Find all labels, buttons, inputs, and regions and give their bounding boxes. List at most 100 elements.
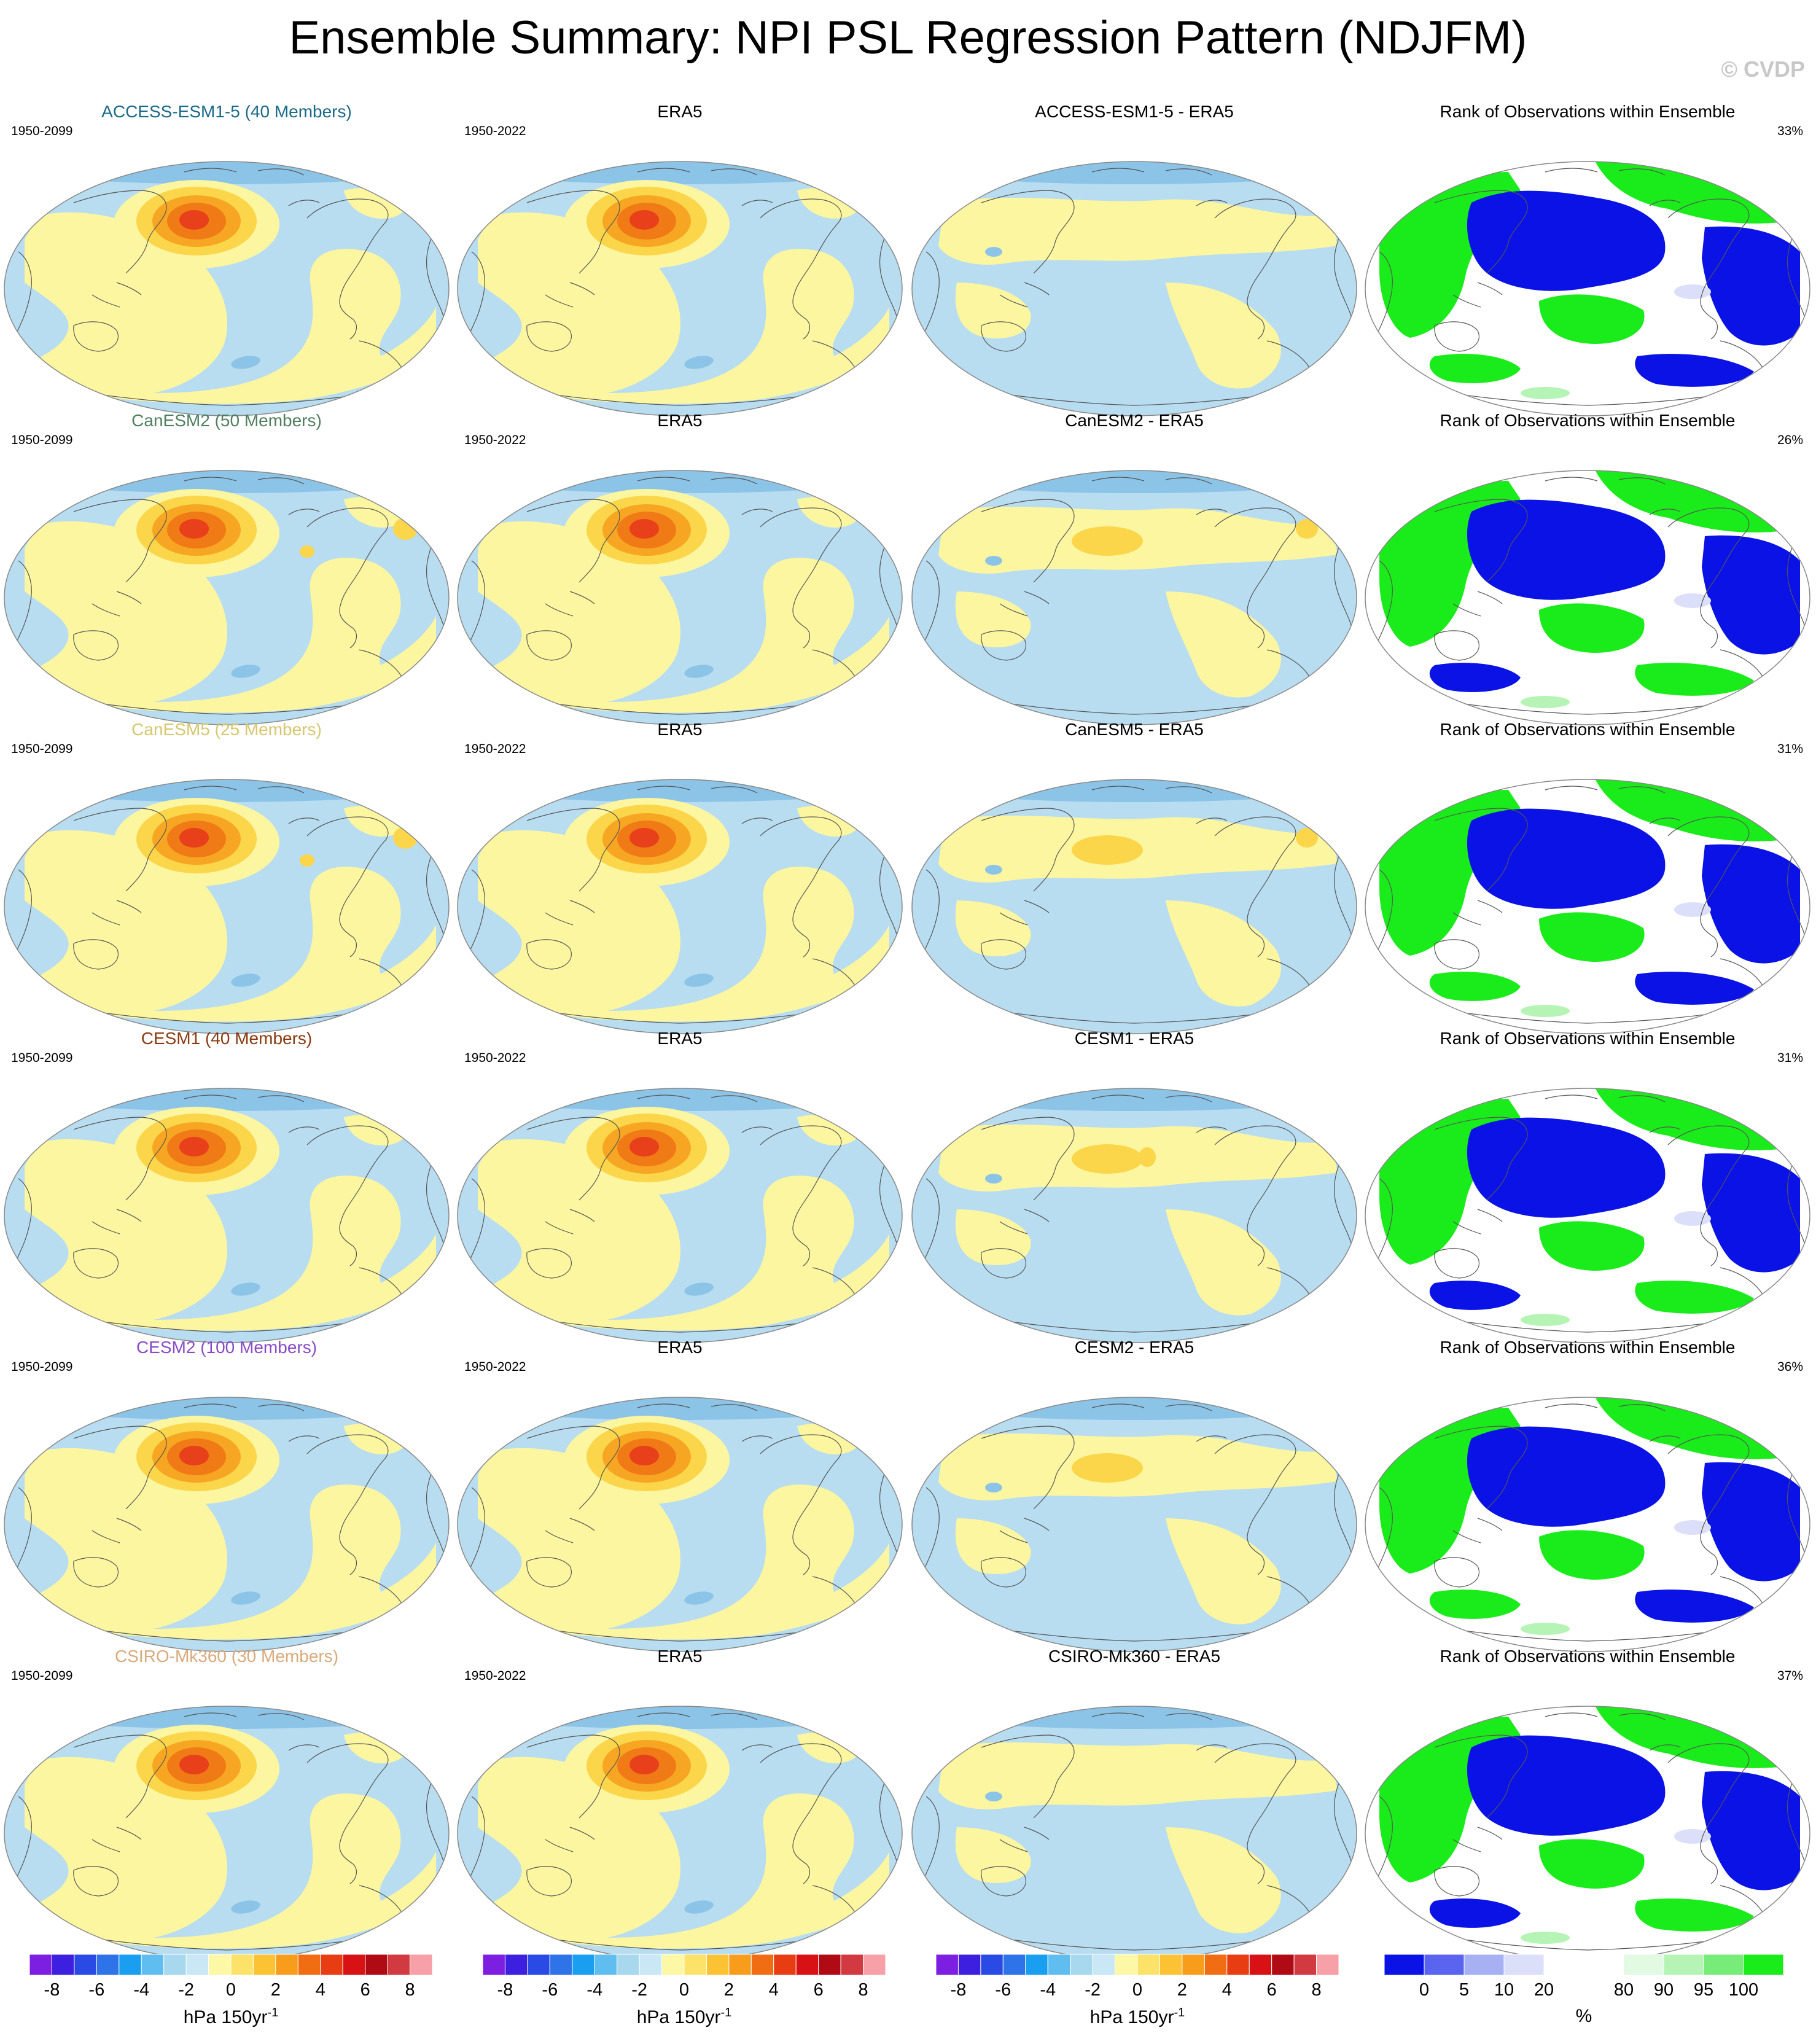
obs-panel: ERA5 1950-2022 bbox=[453, 407, 906, 725]
colorbar-swatch bbox=[1115, 1954, 1138, 1976]
colorbar-swatch bbox=[750, 1954, 774, 1976]
globe-map bbox=[4, 470, 450, 725]
panel-title: ACCESS-ESM1-5 - ERA5 bbox=[1035, 102, 1234, 121]
colorbar-tick-label: 20 bbox=[1533, 1980, 1554, 2000]
colorbar-tick-label: 2 bbox=[723, 1980, 734, 2000]
diff-panel: CESM1 - ERA5 bbox=[908, 1025, 1361, 1343]
panel-title: ACCESS-ESM1-5 (40 Members) bbox=[101, 102, 352, 121]
obs-panel: ERA5 1950-2022 bbox=[453, 1334, 906, 1652]
colorbar-swatch bbox=[1316, 1954, 1339, 1976]
model-panel: CESM1 (40 Members) 1950-2099 bbox=[0, 1025, 453, 1343]
diff-panel: CanESM5 - ERA5 bbox=[908, 716, 1361, 1034]
globe-map bbox=[911, 1088, 1357, 1343]
period-label: 1950-2022 bbox=[464, 1051, 526, 1065]
colorbar-swatch bbox=[1070, 1954, 1093, 1976]
colorbar-tick-label: -6 bbox=[995, 1980, 1011, 2000]
diff-panel: CESM2 - ERA5 bbox=[908, 1334, 1361, 1652]
globe-map bbox=[4, 1088, 450, 1343]
units-text: hPa 150yr bbox=[1089, 2007, 1174, 2027]
panel-title: CESM2 (100 Members) bbox=[136, 1338, 318, 1357]
colorbar-swatch bbox=[840, 1954, 864, 1976]
colorbar-swatch bbox=[863, 1954, 886, 1976]
colorbar-swatch bbox=[1424, 1954, 1465, 1976]
globe-map bbox=[1365, 1397, 1810, 1652]
colorbar-tick-label: 95 bbox=[1693, 1980, 1714, 2000]
colorbar-swatch bbox=[275, 1954, 298, 1976]
globe-map bbox=[911, 161, 1357, 416]
rank-percent: 31% bbox=[1777, 1051, 1803, 1065]
colorbar-tick-label: 2 bbox=[1177, 1980, 1187, 2000]
rank-panel: Rank of Observations within Ensemble 36% bbox=[1361, 1334, 1814, 1652]
model-panel: CSIRO-Mk360 (30 Members) 1950-2099 bbox=[0, 1643, 453, 1961]
colorbar-tick-label: 80 bbox=[1613, 1980, 1634, 2000]
period-label: 1950-2022 bbox=[464, 1669, 526, 1683]
colorbar-tick-label: -2 bbox=[1085, 1980, 1101, 2000]
colorbar-swatch bbox=[342, 1954, 366, 1976]
colorbar-swatch bbox=[320, 1954, 343, 1976]
obs-panel: ERA5 1950-2022 bbox=[453, 1025, 906, 1343]
colorbar-swatch bbox=[1503, 1954, 1545, 1976]
model-panel: ACCESS-ESM1-5 (40 Members) 1950-2099 bbox=[0, 98, 453, 416]
colorbar-swatch bbox=[1543, 1954, 1584, 1976]
globe-map bbox=[1365, 470, 1810, 725]
colorbar-tick-label: -4 bbox=[586, 1980, 603, 2000]
colorbar-swatch bbox=[1092, 1954, 1116, 1976]
colorbar-swatch bbox=[297, 1954, 321, 1976]
colorbar-swatch bbox=[1249, 1954, 1272, 1976]
rank-panel: Rank of Observations within Ensemble 26% bbox=[1361, 407, 1814, 725]
page-title: Ensemble Summary: NPI PSL Regression Pat… bbox=[289, 12, 1527, 64]
colorbar-tick-label: 0 bbox=[225, 1980, 236, 2000]
globe-map bbox=[1365, 779, 1810, 1034]
colorbar-swatch bbox=[208, 1954, 232, 1976]
colorbar-swatch bbox=[957, 1954, 981, 1976]
units-superscript: -1 bbox=[267, 2006, 279, 2019]
colorbar-swatch bbox=[96, 1954, 120, 1976]
colorbar-units: hPa 150yr-1 bbox=[936, 2006, 1339, 2028]
colorbar-tick-label: -8 bbox=[950, 1980, 967, 2000]
colorbar-tick-label: 0 bbox=[1419, 1980, 1430, 2000]
globe-map bbox=[1365, 1706, 1810, 1961]
period-label: 1950-2099 bbox=[11, 1669, 73, 1683]
rank-percent: 37% bbox=[1777, 1669, 1803, 1683]
panel-title: ERA5 bbox=[657, 411, 703, 430]
colorbar-swatch bbox=[230, 1954, 254, 1976]
colorbar-swatch bbox=[504, 1954, 528, 1976]
panel-title: CESM1 (40 Members) bbox=[141, 1029, 313, 1048]
period-label: 1950-2022 bbox=[464, 433, 526, 447]
colorbar-tick-label: 4 bbox=[315, 1980, 325, 2000]
colorbar-swatch bbox=[980, 1954, 1003, 1976]
rank-panel: Rank of Observations within Ensemble 31% bbox=[1361, 716, 1814, 1034]
colorbar-swatch bbox=[1182, 1954, 1205, 1976]
colorbar-tick-label: -6 bbox=[88, 1980, 105, 2000]
globe-map bbox=[1365, 1088, 1810, 1343]
model-panel: CanESM5 (25 Members) 1950-2099 bbox=[0, 716, 453, 1034]
colorbar-units: % bbox=[1384, 2006, 1783, 2027]
rank-percent: 33% bbox=[1777, 124, 1803, 138]
period-label: 1950-2099 bbox=[11, 433, 73, 447]
globe-map bbox=[911, 470, 1357, 725]
rank-panel: Rank of Observations within Ensemble 31% bbox=[1361, 1025, 1814, 1343]
colorbar-units: hPa 150yr-1 bbox=[29, 2006, 432, 2028]
colorbar-swatch bbox=[1623, 1954, 1664, 1976]
psl-colorbar-1: -8 -6 -4 -2 0 2 4 6 8 hPa 150yr-1 bbox=[29, 1953, 433, 2039]
colorbar-tick-label: 8 bbox=[858, 1980, 868, 2000]
rank-percent: 36% bbox=[1777, 1360, 1803, 1374]
colorbar-swatch bbox=[684, 1954, 707, 1976]
colorbar-swatch bbox=[728, 1954, 752, 1976]
panel-title: CanESM5 - ERA5 bbox=[1065, 720, 1204, 739]
globe-map bbox=[4, 779, 450, 1034]
psl-colorbar-2: -8 -6 -4 -2 0 2 4 6 8 hPa 150yr-1 bbox=[482, 1953, 886, 2039]
colorbar-swatch bbox=[365, 1954, 388, 1976]
colorbar-swatch bbox=[1463, 1954, 1505, 1976]
units-superscript: -1 bbox=[1174, 2006, 1185, 2019]
colorbar-swatch bbox=[1002, 1954, 1026, 1976]
panel-title: ERA5 bbox=[657, 102, 703, 121]
panel-title: Rank of Observations within Ensemble bbox=[1440, 411, 1736, 430]
colorbar-tick-label: 100 bbox=[1728, 1980, 1759, 2000]
rank-colorbar: 0 5 10 20 80 90 95 100% bbox=[1384, 1953, 1784, 2039]
colorbar-tick-label: 10 bbox=[1494, 1980, 1514, 2000]
rank-panel: Rank of Observations within Ensemble 37% bbox=[1361, 1643, 1814, 1961]
colorbar-swatches bbox=[29, 1954, 433, 1976]
colorbar-swatch bbox=[185, 1954, 209, 1976]
panel-title: CanESM2 (50 Members) bbox=[131, 411, 322, 430]
